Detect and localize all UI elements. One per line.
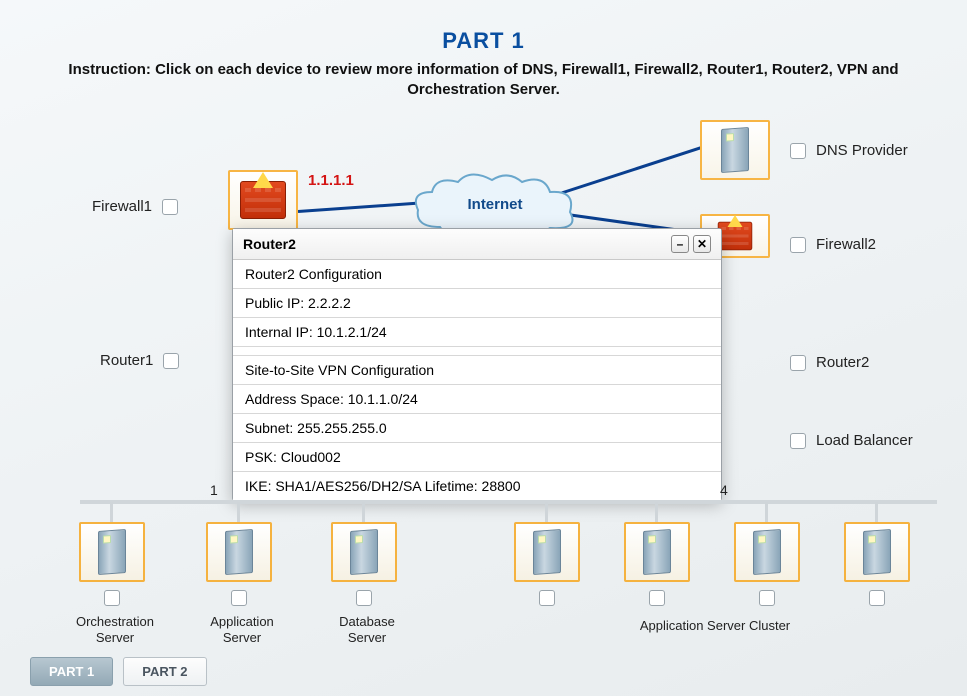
- device-cluster-node-3[interactable]: [727, 522, 807, 606]
- label-dns: DNS Provider: [790, 142, 908, 159]
- label-text: Load Balancer: [816, 432, 913, 449]
- edge-value-left: 1: [210, 482, 218, 498]
- server-icon: [533, 529, 561, 575]
- checkbox-application[interactable]: [231, 590, 247, 606]
- server-icon: [863, 529, 891, 575]
- instruction-text: Instruction: Click on each device to rev…: [40, 60, 927, 99]
- label-text: Firewall2: [816, 236, 876, 253]
- label-loadbalancer: Load Balancer: [790, 432, 913, 449]
- checkbox-cluster-1[interactable]: [539, 590, 555, 606]
- label-text: Router1: [100, 352, 153, 369]
- internet-label: Internet: [410, 196, 580, 213]
- popup-row: Router2 Configuration: [233, 260, 721, 289]
- checkbox-dns[interactable]: [790, 143, 806, 159]
- label-firewall2: Firewall2: [790, 236, 876, 253]
- checkbox-firewall1[interactable]: [162, 199, 178, 215]
- device-firewall1[interactable]: [228, 170, 298, 230]
- label-text: DNS Provider: [816, 142, 908, 159]
- bus-drop: [545, 502, 548, 524]
- bus-drop: [237, 502, 240, 524]
- label-database: Database Server: [322, 614, 412, 645]
- popup-row: PSK: Cloud002: [233, 443, 721, 472]
- popup-row: Address Space: 10.1.1.0/24: [233, 385, 721, 414]
- popup-row: Subnet: 255.255.255.0: [233, 414, 721, 443]
- device-cluster-node-1[interactable]: [507, 522, 587, 606]
- server-icon: [721, 127, 749, 173]
- ip-firewall1: 1.1.1.1: [308, 172, 354, 189]
- label-orchestration: Orchestration Server: [70, 614, 160, 645]
- firewall-icon: [718, 222, 753, 251]
- bus-drop: [655, 502, 658, 524]
- tab-part1[interactable]: PART 1: [30, 657, 113, 686]
- line-cloud-dns: [560, 140, 723, 195]
- popup-title: Router2: [243, 236, 296, 252]
- bus-drop: [362, 502, 365, 524]
- close-button[interactable]: ✕: [693, 235, 711, 253]
- popup-header: Router2 – ✕: [233, 229, 721, 260]
- bus-drop: [875, 502, 878, 524]
- checkbox-cluster-2[interactable]: [649, 590, 665, 606]
- device-orchestration-server[interactable]: [72, 522, 152, 606]
- device-cluster-node-4[interactable]: [837, 522, 917, 606]
- bus-line: [80, 500, 937, 504]
- checkbox-orchestration[interactable]: [104, 590, 120, 606]
- popup-row: Site-to-Site VPN Configuration: [233, 355, 721, 385]
- popup-row: Internal IP: 10.1.2.1/24: [233, 318, 721, 347]
- device-database-server[interactable]: [324, 522, 404, 606]
- checkbox-cluster-4[interactable]: [869, 590, 885, 606]
- label-application: Application Server: [197, 614, 287, 645]
- device-cluster-node-2[interactable]: [617, 522, 697, 606]
- tab-part2[interactable]: PART 2: [123, 657, 206, 686]
- label-router2: Router2: [790, 354, 869, 371]
- tab-bar: PART 1 PART 2: [30, 657, 207, 686]
- bus-drop: [110, 502, 113, 524]
- bus-drop: [765, 502, 768, 524]
- firewall-icon: [240, 181, 286, 219]
- label-text: Router2: [816, 354, 869, 371]
- popup-row: IKE: SHA1/AES256/DH2/SA Lifetime: 28800: [233, 472, 721, 500]
- checkbox-cluster-3[interactable]: [759, 590, 775, 606]
- server-icon: [350, 529, 378, 575]
- server-icon: [643, 529, 671, 575]
- label-cluster: Application Server Cluster: [600, 618, 830, 634]
- device-application-server[interactable]: [199, 522, 279, 606]
- label-firewall1: Firewall1: [92, 198, 178, 215]
- edge-value-right: 4: [720, 482, 728, 498]
- server-icon: [753, 529, 781, 575]
- label-text: Firewall1: [92, 198, 152, 215]
- server-icon: [225, 529, 253, 575]
- label-router1: Router1: [100, 352, 179, 369]
- popup-row: Public IP: 2.2.2.2: [233, 289, 721, 318]
- page-title: PART 1: [0, 28, 967, 54]
- checkbox-router1[interactable]: [163, 353, 179, 369]
- device-dns[interactable]: [700, 120, 770, 180]
- checkbox-firewall2[interactable]: [790, 237, 806, 253]
- server-icon: [98, 529, 126, 575]
- checkbox-loadbalancer[interactable]: [790, 433, 806, 449]
- checkbox-database[interactable]: [356, 590, 372, 606]
- checkbox-router2[interactable]: [790, 355, 806, 371]
- device-info-popup: Router2 – ✕ Router2 Configuration Public…: [232, 228, 722, 501]
- minimize-button[interactable]: –: [671, 235, 689, 253]
